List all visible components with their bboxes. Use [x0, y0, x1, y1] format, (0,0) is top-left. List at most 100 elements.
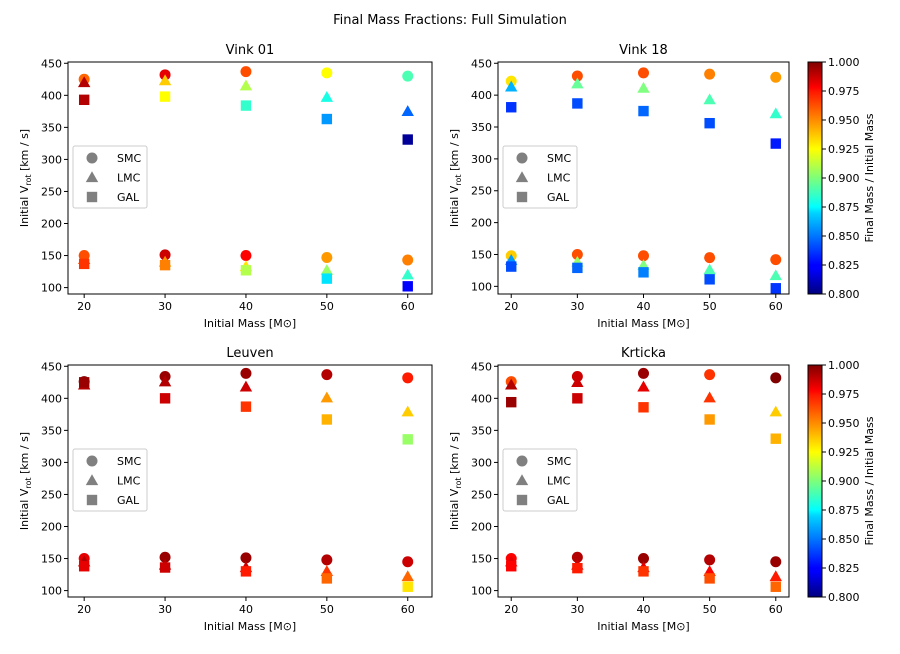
x-tick-label: 50: [703, 300, 717, 313]
data-point-gal: [78, 258, 90, 270]
data-point-gal: [638, 105, 649, 117]
data-point-smc: [704, 554, 716, 566]
data-point-gal: [159, 393, 171, 404]
y-tick-label: 400: [471, 392, 492, 405]
legend-marker-lmc: [515, 474, 529, 486]
data-point-smc: [240, 552, 252, 564]
data-point-smc: [321, 251, 333, 263]
data-point-lmc: [769, 405, 782, 417]
legend-marker-lmc: [85, 171, 99, 183]
legend-marker-smc: [516, 455, 528, 467]
colorbar-tick-label: 1.000: [828, 56, 860, 69]
data-point-lmc: [320, 391, 334, 403]
y-tick-label: 450: [41, 57, 62, 70]
data-point-gal: [321, 273, 333, 284]
data-point-gal: [770, 433, 781, 444]
colorbar-tick-label: 0.925: [828, 446, 860, 459]
data-point-smc: [159, 249, 171, 261]
series-gal: [506, 98, 781, 294]
data-point-gal: [78, 377, 90, 388]
y-tick-label: 350: [471, 121, 492, 134]
data-point-gal: [506, 396, 517, 408]
legend-marker-smc: [86, 455, 98, 467]
legend-marker-gal: [86, 191, 98, 203]
colorbar-gradient: [807, 364, 823, 598]
data-point-gal: [704, 414, 715, 425]
series-smc: [505, 67, 782, 266]
colorbar-tick-label: 0.900: [828, 172, 860, 185]
data-point-lmc: [505, 80, 518, 92]
x-axis-label: Initial Mass [M⊙]: [597, 317, 689, 330]
legend-marker-gal: [516, 494, 528, 506]
data-point-lmc: [401, 105, 414, 116]
data-point-smc: [638, 250, 649, 262]
y-axis-label: Initial Vrot [km / s]: [18, 432, 33, 530]
data-point-gal: [572, 562, 583, 574]
data-point-smc: [402, 70, 414, 82]
x-tick-label: 50: [703, 603, 717, 616]
data-point-smc: [770, 254, 782, 266]
legend-label: GAL: [547, 191, 570, 204]
colorbar-tick-label: 0.825: [828, 562, 860, 575]
x-tick-label: 20: [77, 300, 91, 313]
data-point-smc: [159, 551, 171, 563]
colorbar-tick-label: 0.800: [828, 591, 860, 604]
y-tick-label: 400: [41, 392, 62, 405]
legend: SMC LMC GAL: [72, 448, 148, 512]
series-gal: [78, 91, 413, 292]
x-axis-label: Initial Mass [M⊙]: [204, 620, 296, 633]
legend-marker-smc: [86, 152, 98, 164]
y-tick-label: 250: [41, 185, 62, 198]
y-tick-label: 150: [471, 248, 492, 261]
y-tick-label: 150: [471, 553, 492, 566]
data-point-lmc: [637, 81, 650, 93]
y-tick-label: 450: [471, 57, 492, 70]
data-point-gal: [78, 94, 90, 106]
y-axis-label: Initial Vrot [km / s]: [448, 432, 463, 530]
x-tick-label: 30: [570, 603, 584, 616]
x-tick-label: 30: [158, 603, 172, 616]
x-tick-label: 50: [320, 603, 334, 616]
x-tick-label: 60: [769, 603, 783, 616]
colorbar-tick-label: 0.950: [828, 114, 860, 127]
y-tick-label: 450: [471, 360, 492, 373]
data-point-smc: [704, 68, 716, 80]
legend: SMC LMC GAL: [72, 145, 148, 209]
legend-marker-gal: [516, 191, 528, 203]
data-point-gal: [704, 274, 715, 285]
data-point-gal: [78, 561, 90, 572]
data-point-gal: [321, 113, 333, 125]
colorbar-label: Final Mass / Initial Mass: [863, 113, 876, 242]
data-point-lmc: [401, 405, 414, 417]
data-point-smc: [638, 367, 649, 379]
colorbar-tick-label: 0.925: [828, 143, 860, 156]
x-axis-label: Initial Mass [M⊙]: [597, 620, 689, 633]
y-tick-label: 200: [471, 217, 492, 230]
colorbar-gradient: [807, 61, 823, 295]
x-tick-label: 40: [637, 603, 651, 616]
x-tick-label: 60: [401, 300, 415, 313]
y-tick-label: 250: [471, 488, 492, 501]
data-point-smc: [571, 70, 583, 82]
data-point-gal: [638, 402, 649, 413]
data-point-gal: [506, 561, 517, 572]
series-gal: [78, 377, 413, 592]
x-tick-label: 60: [401, 603, 415, 616]
y-tick-label: 400: [41, 89, 62, 102]
legend-marker-lmc: [85, 474, 99, 486]
legend-marker-gal: [86, 494, 98, 506]
data-point-smc: [321, 554, 333, 566]
legend-marker-smc: [516, 152, 528, 164]
data-point-lmc: [77, 76, 91, 88]
y-tick-label: 100: [471, 585, 492, 598]
legend-label: SMC: [117, 152, 141, 165]
data-point-smc: [402, 372, 414, 384]
data-point-lmc: [703, 263, 716, 275]
y-tick-label: 350: [41, 424, 62, 437]
legend-label: SMC: [547, 152, 571, 165]
colorbar-tick-label: 1.000: [828, 359, 860, 372]
data-point-smc: [240, 367, 252, 379]
data-point-gal: [770, 283, 781, 294]
data-point-gal: [572, 262, 583, 274]
data-point-gal: [321, 573, 333, 584]
